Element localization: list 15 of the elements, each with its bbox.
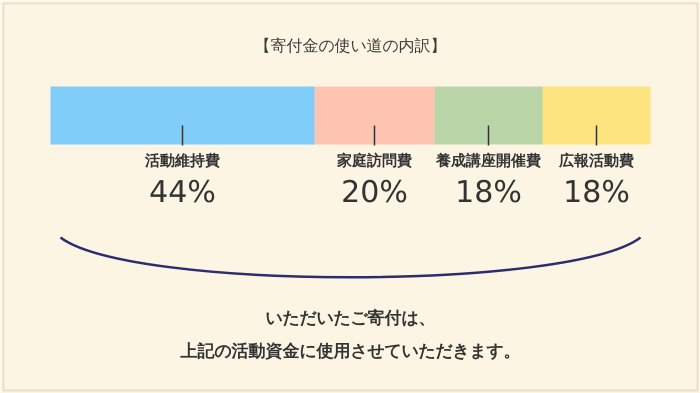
data-label: 18% [455, 175, 522, 210]
bar [314, 86, 434, 144]
text: いただいたご寄付は、 [266, 308, 436, 328]
data-label: 20% [341, 175, 408, 210]
data-label: 44% [149, 175, 216, 210]
bar [434, 86, 542, 144]
series-label: 活動維持費 [144, 152, 220, 170]
bar [542, 86, 650, 144]
series-label: 広報活動費 [558, 152, 634, 170]
bar [50, 86, 314, 144]
data-label: 18% [563, 175, 630, 210]
series-label: 家庭訪問費 [336, 152, 412, 170]
chart-title: 【寄付金の使い道の内訳】 [254, 36, 446, 55]
series-label: 養成講座開催費 [435, 152, 541, 170]
text: 上記の活動資金に使用させていただきます。 [180, 342, 520, 362]
